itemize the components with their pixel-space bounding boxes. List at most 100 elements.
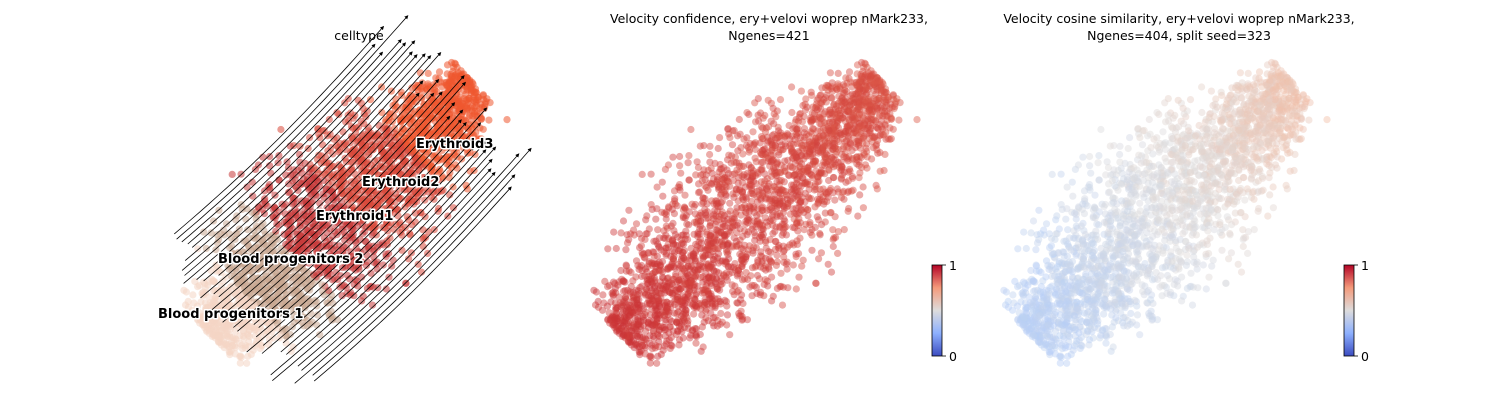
cell-point — [265, 181, 274, 189]
cell-point — [327, 296, 335, 304]
cell-point — [304, 207, 312, 215]
cell-point — [795, 203, 803, 211]
cell-point — [676, 162, 684, 170]
cell-point — [319, 127, 327, 135]
cell-point — [742, 204, 750, 212]
cell-point — [460, 87, 468, 95]
cell-point — [352, 153, 360, 161]
cell-point — [742, 269, 750, 277]
cell-point — [816, 231, 824, 239]
cell-point — [703, 228, 711, 236]
cell-point — [802, 179, 810, 188]
cell-point — [397, 118, 405, 126]
cell-point — [723, 311, 732, 319]
cell-point — [334, 169, 342, 177]
cell-point — [386, 234, 394, 242]
cell-point — [329, 193, 337, 201]
cell-point — [394, 206, 402, 214]
cell-point — [690, 310, 698, 318]
cell-point — [728, 281, 736, 289]
cell-point — [503, 116, 511, 124]
cell-point — [685, 152, 693, 160]
cell-point — [698, 311, 706, 319]
cell-point — [296, 158, 304, 166]
cell-point — [249, 346, 257, 354]
cell-point — [622, 262, 631, 270]
cell-point — [319, 176, 327, 185]
cell-point — [449, 183, 457, 191]
cell-point — [726, 199, 734, 207]
cell-point — [698, 177, 706, 185]
cell-point — [266, 152, 274, 161]
cell-point — [739, 150, 747, 158]
cell-point — [341, 99, 349, 107]
cell-point — [829, 242, 837, 251]
cell-point — [281, 200, 289, 209]
cell-point — [446, 76, 454, 84]
cell-point — [244, 226, 252, 234]
cell-point — [685, 176, 693, 184]
panel2-points — [590, 58, 921, 367]
cell-point — [748, 225, 756, 233]
cell-point — [306, 134, 314, 142]
panel-velocity-confidence: Velocity confidence, ery+velovi woprep n… — [590, 11, 957, 367]
cell-point — [333, 134, 341, 142]
cell-point — [323, 242, 331, 250]
cell-point — [807, 88, 815, 96]
cell-point — [231, 350, 239, 358]
cell-point — [627, 268, 635, 276]
cell-point — [638, 249, 646, 257]
cell-point — [433, 155, 441, 163]
cell-point — [751, 145, 760, 154]
cell-point — [641, 350, 649, 358]
cell-point — [359, 230, 367, 238]
cell-point — [788, 108, 796, 117]
label-blood-progenitors-2: Blood progenitors 2 — [218, 252, 363, 267]
cell-point — [857, 153, 865, 162]
cell-point — [792, 285, 800, 293]
cell-point — [209, 299, 217, 307]
cell-point — [424, 69, 432, 77]
cell-point — [721, 173, 729, 182]
cell-point — [643, 212, 651, 220]
cell-point — [360, 110, 368, 118]
cell-point — [362, 238, 370, 246]
cell-point — [243, 359, 251, 367]
cell-point — [368, 231, 376, 239]
cell-point — [275, 176, 283, 184]
cell-point — [845, 68, 854, 76]
cell-point — [323, 229, 331, 237]
cell-point — [834, 249, 842, 257]
cell-point — [788, 181, 796, 189]
cell-point — [777, 176, 786, 184]
cell-point — [305, 215, 313, 224]
cell-point — [778, 301, 787, 309]
cell-point — [280, 284, 289, 292]
cell-point — [833, 117, 841, 125]
cell-point — [207, 229, 215, 237]
cell-point — [332, 269, 340, 277]
cell-point — [217, 341, 226, 349]
cell-point — [180, 286, 188, 294]
cell-point — [231, 344, 240, 352]
cell-point — [611, 284, 620, 292]
cell-point — [319, 190, 327, 198]
cell-point — [784, 284, 792, 292]
cell-point — [745, 148, 753, 156]
cell-point — [311, 187, 319, 195]
cell-point — [737, 296, 745, 304]
cell-point — [414, 260, 422, 268]
cell-point — [655, 243, 663, 251]
cell-point — [201, 284, 209, 292]
cell-point — [826, 69, 835, 77]
cell-point — [416, 108, 425, 117]
cell-point — [316, 134, 324, 142]
cell-point — [795, 221, 803, 230]
cell-point — [696, 245, 704, 253]
cell-point — [368, 301, 377, 309]
cell-point — [383, 139, 391, 148]
cell-point — [325, 312, 333, 320]
cell-point — [622, 246, 630, 254]
cell-point — [735, 266, 743, 275]
cell-point — [862, 144, 870, 152]
